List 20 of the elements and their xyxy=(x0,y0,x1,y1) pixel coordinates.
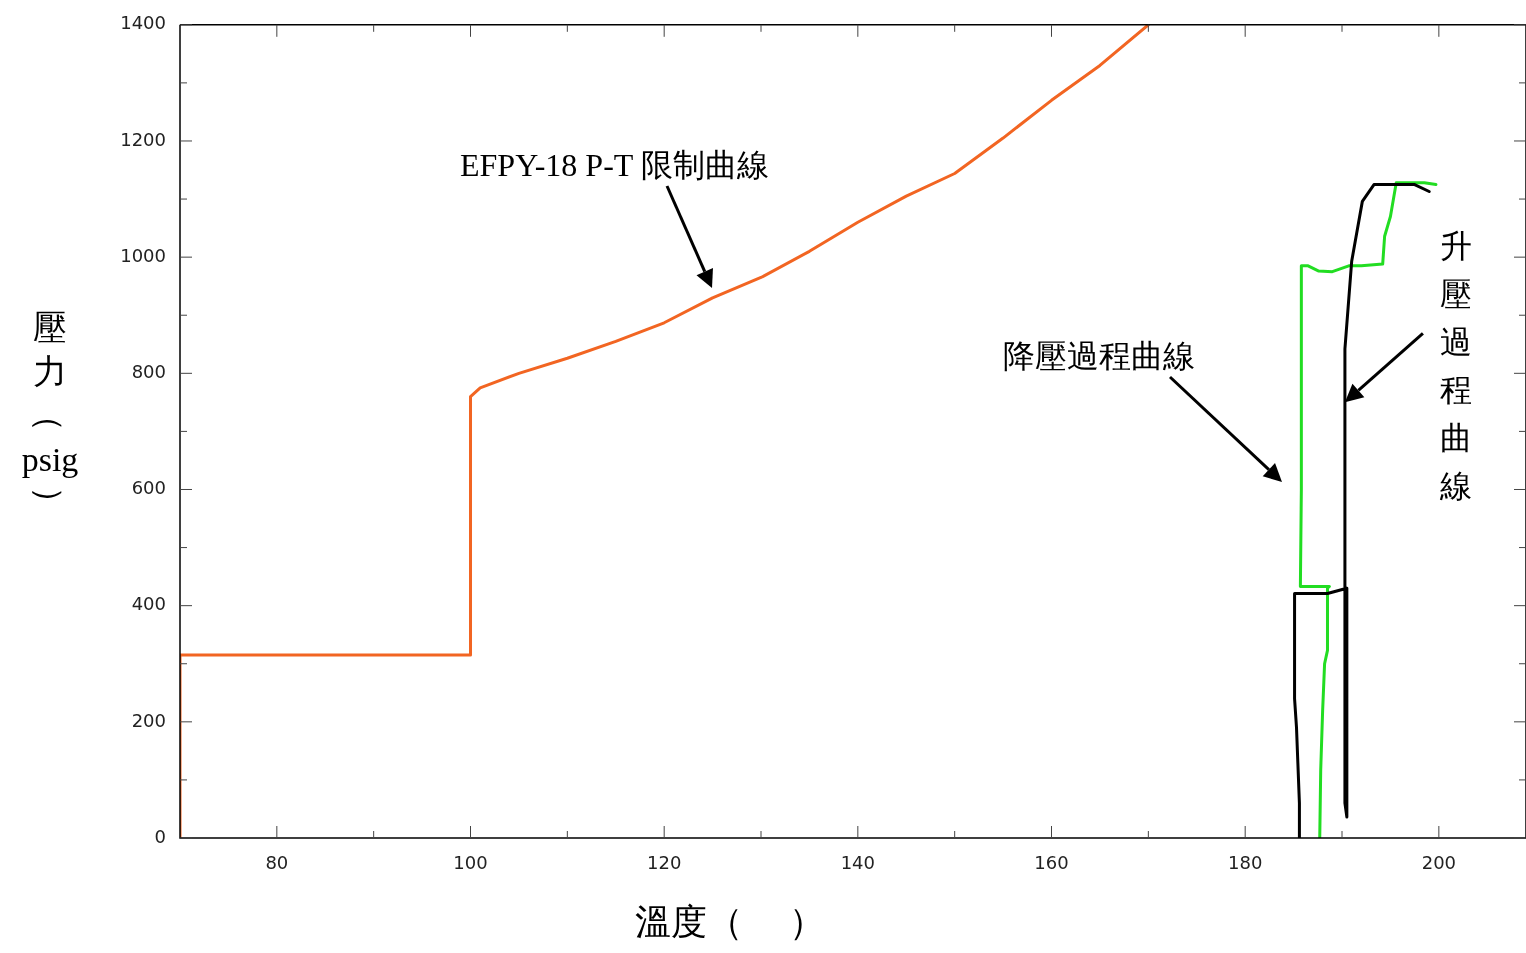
x-tick-label: 140 xyxy=(840,852,876,874)
x-tick-label: 160 xyxy=(1034,852,1069,874)
x-tick-label: 80 xyxy=(265,852,289,874)
y-tick-label: 800 xyxy=(131,360,166,382)
x-axis-title: 溫度（ ） xyxy=(634,900,826,944)
y-tick-label: 600 xyxy=(131,477,166,499)
x-tick-label: 180 xyxy=(1228,852,1263,874)
y-tick-label: 1200 xyxy=(120,128,166,150)
annotation: 降壓過程曲線 xyxy=(1003,338,1195,375)
y-tick-label: 400 xyxy=(131,593,166,615)
x-tick-label: 100 xyxy=(453,852,488,874)
annotation: 升壓過程曲線 xyxy=(1438,227,1472,504)
annotation: EFPY-18 P-T 限制曲線 xyxy=(460,147,769,184)
y-tick-label: 200 xyxy=(131,709,166,731)
x-tick-label: 200 xyxy=(1421,852,1457,874)
y-tick-label: 1400 xyxy=(120,12,166,34)
x-tick-label: 120 xyxy=(646,852,682,874)
y-tick-label: 1000 xyxy=(120,244,166,266)
y-tick-label: 0 xyxy=(154,825,166,847)
y-axis-title: 壓力（psig） xyxy=(21,307,79,520)
